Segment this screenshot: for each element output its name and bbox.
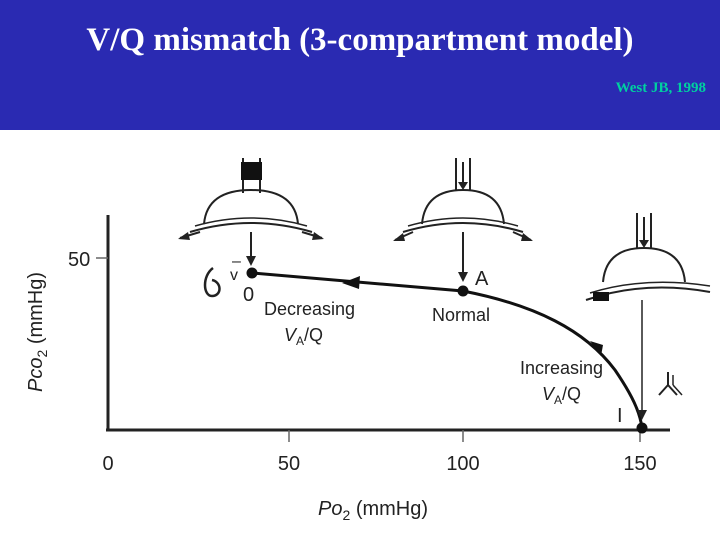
decreasing-ratio: VA/Q: [284, 325, 323, 348]
x-tick-label-50: 50: [278, 453, 300, 475]
alveolus-normal: [393, 158, 533, 282]
y-axis-label: Pco2 (mmHg): [25, 272, 50, 392]
increasing-ratio: VA/Q: [542, 384, 581, 407]
arrow-increasing: [590, 341, 603, 356]
slide-title: V/Q mismatch (3-compartment model): [86, 22, 634, 58]
point-i: [636, 422, 648, 434]
alveolus-blocked-airway: [178, 158, 324, 298]
y-tick-label-50: 50: [68, 249, 90, 271]
normal-label: Normal: [432, 305, 490, 325]
citation: West JB, 1998: [615, 80, 706, 96]
point-v-zero: 0: [243, 284, 254, 306]
arrow-decreasing: [342, 276, 360, 289]
point-v-label: v: [230, 267, 238, 284]
x-tick-label-150: 150: [623, 453, 656, 475]
alveolus-blocked-perfusion: [585, 213, 711, 420]
point-a-label: A: [475, 268, 489, 290]
point-v: [246, 267, 258, 279]
point-i-label: I: [617, 405, 623, 427]
point-a: [457, 285, 469, 297]
vaq-line: [251, 271, 644, 429]
x-tick-label-0: 0: [102, 453, 113, 475]
point-v-bar: –: [232, 253, 241, 270]
decreasing-label: Decreasing: [264, 299, 355, 319]
x-tick-label-100: 100: [446, 453, 479, 475]
x-axis-label: Po2 (mmHg): [318, 498, 428, 523]
increasing-label: Increasing: [520, 358, 603, 378]
title-banner: [0, 0, 720, 130]
